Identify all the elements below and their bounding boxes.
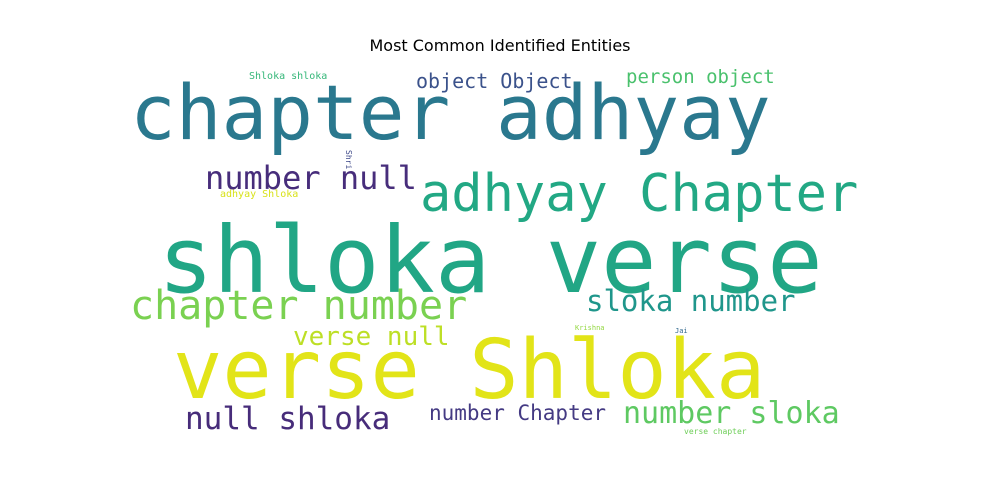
word-number-null: number null [205,159,417,197]
word-number-chapter: number Chapter [429,401,607,425]
word-number-sloka: number sloka [623,396,840,431]
word-shri: Shri [344,150,353,170]
word-chapter-adhyay: chapter adhyay [130,68,771,157]
word-jai: Jai [675,327,688,335]
word-shloka-shloka: Shloka shloka [249,71,328,82]
word-object-object: object Object [416,69,573,93]
word-shloka-verse: shloka verse [158,207,823,314]
word-verse-chapter: verse chapter [684,427,747,436]
word-adhyay-chapter: adhyay Chapter [420,164,859,224]
word-verse-shloka: verse Shloka [173,323,766,418]
word-sloka-number: sloka number [586,284,796,318]
word-verse-null: verse null [293,322,450,352]
word-person-object: person object [626,66,775,88]
word-adhyay-shloka: adhyay Shloka [220,189,299,200]
word-chapter-number: chapter number [130,283,468,329]
word-krishna: Krishna [575,324,605,332]
word-null-shloka: null shloka [185,401,391,437]
chart-title: Most Common Identified Entities [369,36,631,55]
